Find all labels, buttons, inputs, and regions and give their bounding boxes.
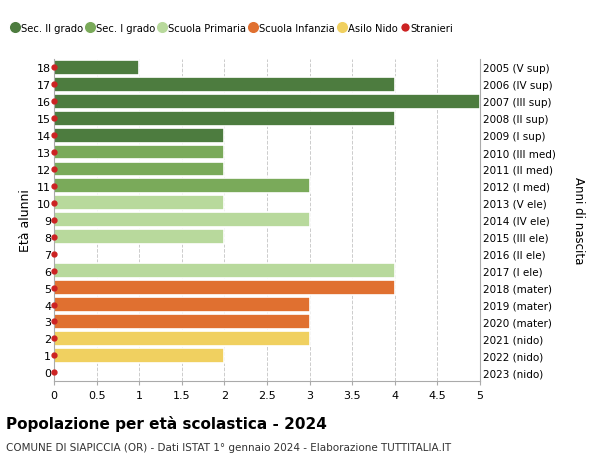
Bar (54, 179, 310, 194)
Bar (54, 213, 310, 228)
Y-axis label: Età alunni: Età alunni (19, 189, 32, 252)
Legend: Sec. II grado, Sec. I grado, Scuola Primaria, Scuola Infanzia, Asilo Nido, Stran: Sec. II grado, Sec. I grado, Scuola Prim… (8, 20, 457, 38)
Bar (54, 95, 480, 109)
Bar (54, 112, 395, 126)
Bar (54, 230, 224, 245)
Bar (54, 297, 310, 312)
Bar (54, 331, 310, 346)
Bar (54, 280, 395, 296)
Bar (54, 162, 224, 177)
Bar (54, 314, 310, 329)
Bar (54, 129, 224, 143)
Bar (54, 263, 395, 279)
Bar (54, 348, 224, 363)
Y-axis label: Anni di nascita: Anni di nascita (572, 177, 586, 264)
Text: COMUNE DI SIAPICCIA (OR) - Dati ISTAT 1° gennaio 2024 - Elaborazione TUTTITALIA.: COMUNE DI SIAPICCIA (OR) - Dati ISTAT 1°… (6, 442, 451, 452)
Bar (54, 145, 224, 160)
Bar (54, 78, 395, 92)
Bar (54, 196, 224, 211)
Text: Popolazione per età scolastica - 2024: Popolazione per età scolastica - 2024 (6, 415, 327, 431)
Bar (54, 61, 139, 76)
